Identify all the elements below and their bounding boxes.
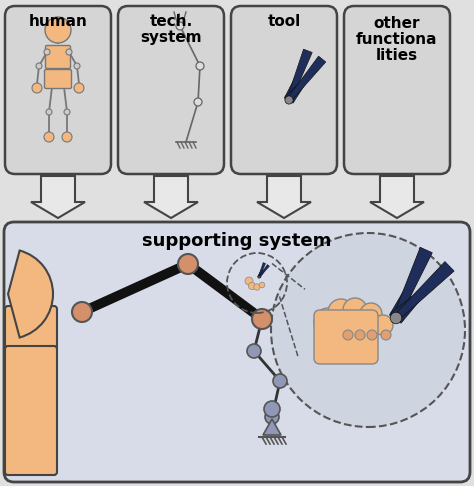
Circle shape (314, 308, 342, 336)
Circle shape (343, 330, 353, 340)
FancyBboxPatch shape (344, 6, 450, 174)
Circle shape (247, 344, 261, 358)
FancyBboxPatch shape (45, 69, 72, 88)
Polygon shape (390, 276, 417, 321)
Circle shape (62, 132, 72, 142)
Circle shape (44, 132, 54, 142)
Circle shape (32, 83, 42, 93)
Circle shape (245, 277, 253, 285)
FancyBboxPatch shape (5, 6, 111, 174)
FancyBboxPatch shape (231, 6, 337, 174)
Circle shape (381, 330, 391, 340)
Circle shape (273, 374, 287, 388)
Polygon shape (287, 56, 326, 102)
Circle shape (46, 109, 52, 115)
Polygon shape (144, 176, 198, 218)
Circle shape (36, 63, 42, 69)
Text: human: human (28, 14, 87, 29)
Circle shape (264, 401, 280, 417)
Polygon shape (31, 176, 85, 218)
Text: supporting system: supporting system (142, 232, 332, 250)
Circle shape (66, 49, 72, 55)
Polygon shape (257, 176, 311, 218)
Circle shape (328, 299, 354, 325)
Polygon shape (258, 264, 270, 278)
Circle shape (390, 312, 402, 324)
Circle shape (252, 309, 272, 329)
Polygon shape (258, 268, 263, 278)
Polygon shape (258, 262, 265, 277)
Circle shape (74, 63, 80, 69)
Circle shape (44, 49, 50, 55)
Polygon shape (394, 261, 454, 320)
FancyBboxPatch shape (5, 346, 57, 475)
Circle shape (254, 284, 260, 290)
Polygon shape (258, 270, 265, 278)
Polygon shape (285, 74, 310, 103)
Polygon shape (284, 69, 302, 102)
Circle shape (367, 330, 377, 340)
Polygon shape (263, 419, 281, 435)
Circle shape (72, 302, 92, 322)
Circle shape (178, 254, 198, 274)
Circle shape (343, 298, 367, 322)
Circle shape (259, 282, 265, 288)
Polygon shape (391, 285, 430, 323)
Circle shape (373, 315, 393, 335)
Polygon shape (393, 247, 432, 319)
Circle shape (355, 330, 365, 340)
Circle shape (360, 303, 382, 325)
Circle shape (64, 109, 70, 115)
FancyBboxPatch shape (118, 6, 224, 174)
Circle shape (248, 282, 255, 290)
FancyBboxPatch shape (314, 310, 378, 364)
Circle shape (265, 410, 279, 424)
Circle shape (176, 22, 184, 30)
Text: tool: tool (267, 14, 301, 29)
Text: other
functiona
lities: other functiona lities (356, 16, 438, 63)
Circle shape (74, 83, 84, 93)
Wedge shape (8, 251, 53, 337)
FancyBboxPatch shape (46, 46, 71, 69)
Circle shape (271, 233, 465, 427)
FancyBboxPatch shape (5, 306, 57, 352)
Polygon shape (370, 176, 424, 218)
Circle shape (194, 98, 202, 106)
Text: tech.
system: tech. system (140, 14, 202, 45)
Circle shape (196, 62, 204, 70)
Circle shape (45, 17, 71, 43)
FancyBboxPatch shape (4, 222, 470, 482)
Polygon shape (287, 49, 312, 101)
Circle shape (285, 96, 293, 104)
Circle shape (258, 276, 260, 278)
